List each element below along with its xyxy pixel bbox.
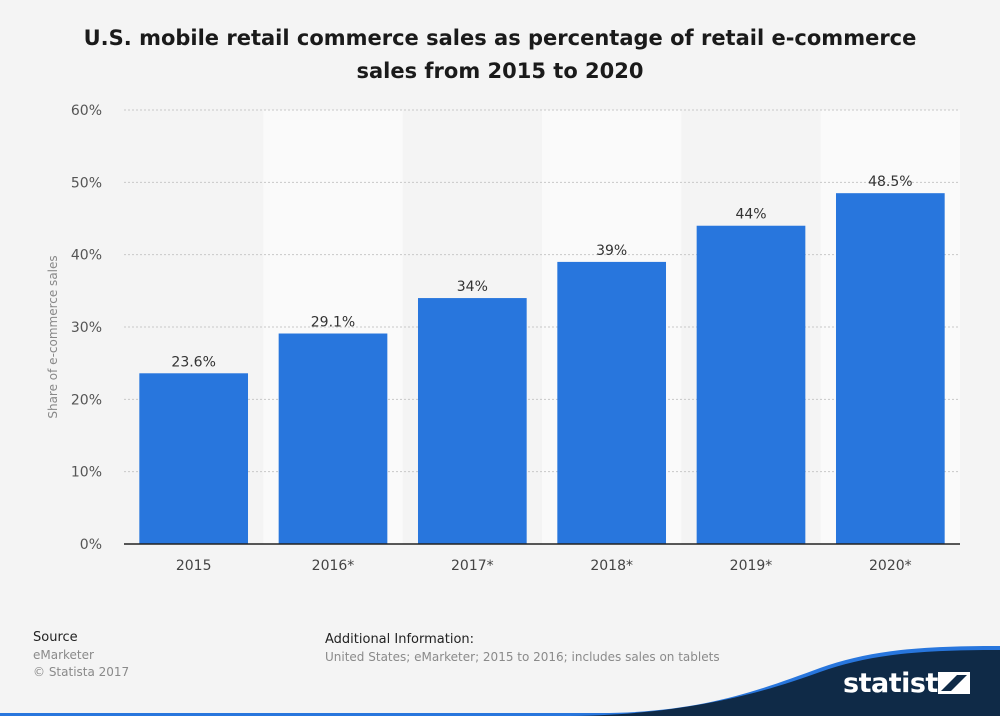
bar[interactable]: [417, 298, 527, 544]
additional-info-text: United States; eMarketer; 2015 to 2016; …: [325, 650, 720, 664]
value-label: 23.6%: [171, 354, 215, 370]
brand-wave-dark: [560, 650, 1000, 716]
chart-title: U.S. mobile retail commerce sales as per…: [83, 26, 917, 83]
bar[interactable]: [557, 261, 667, 544]
value-label: 34%: [457, 279, 488, 295]
value-label: 39%: [596, 243, 627, 259]
y-tick-label: 10%: [71, 465, 102, 481]
gridlines: [124, 109, 960, 473]
value-label: 48.5%: [868, 174, 912, 190]
value-label: 44%: [735, 207, 766, 223]
y-tick-label: 30%: [71, 320, 102, 336]
source-name[interactable]: eMarketer: [33, 648, 94, 662]
bar[interactable]: [835, 193, 945, 544]
x-tick-label: 2015: [176, 558, 212, 574]
copyright: © Statista 2017: [33, 665, 130, 679]
bars: [139, 193, 945, 544]
statista-logo-text[interactable]: statista: [843, 668, 956, 699]
x-tick-label: 2016*: [312, 558, 355, 574]
x-tick-label: 2017*: [451, 558, 494, 574]
y-tick-label: 50%: [71, 175, 102, 191]
bar[interactable]: [278, 333, 388, 544]
x-tick-label: 2018*: [590, 558, 633, 574]
source-heading: Source: [33, 630, 78, 645]
bar[interactable]: [139, 373, 249, 544]
y-tick-label: 20%: [71, 392, 102, 408]
bar[interactable]: [696, 225, 806, 544]
statista-logo-icon[interactable]: [938, 672, 970, 694]
source-block: Source eMarketer © Statista 2017: [33, 630, 129, 681]
value-labels: 23.6% 29.1% 34% 39% 44% 48.5%: [171, 174, 912, 370]
x-axis-ticks: 2015 2016* 2017* 2018* 2019* 2020*: [176, 558, 912, 574]
y-axis-label: Share of e-commerce sales: [46, 255, 60, 418]
y-tick-label: 0%: [80, 537, 102, 553]
y-tick-label: 60%: [71, 103, 102, 119]
additional-info-heading: Additional Information:: [325, 632, 475, 647]
x-tick-label: 2019*: [730, 558, 773, 574]
y-axis-ticks: 0% 10% 20% 30% 40% 50% 60%: [71, 103, 102, 553]
x-tick-label: 2020*: [869, 558, 912, 574]
bar-chart: 0% 10% 20% 30% 40% 50% 60% 23.6% 29.1% 34% 39% 44%…: [46, 103, 960, 574]
value-label: 29.1%: [311, 315, 355, 331]
additional-info-block: Additional Information: United States; e…: [325, 632, 720, 664]
y-tick-label: 40%: [71, 248, 102, 264]
